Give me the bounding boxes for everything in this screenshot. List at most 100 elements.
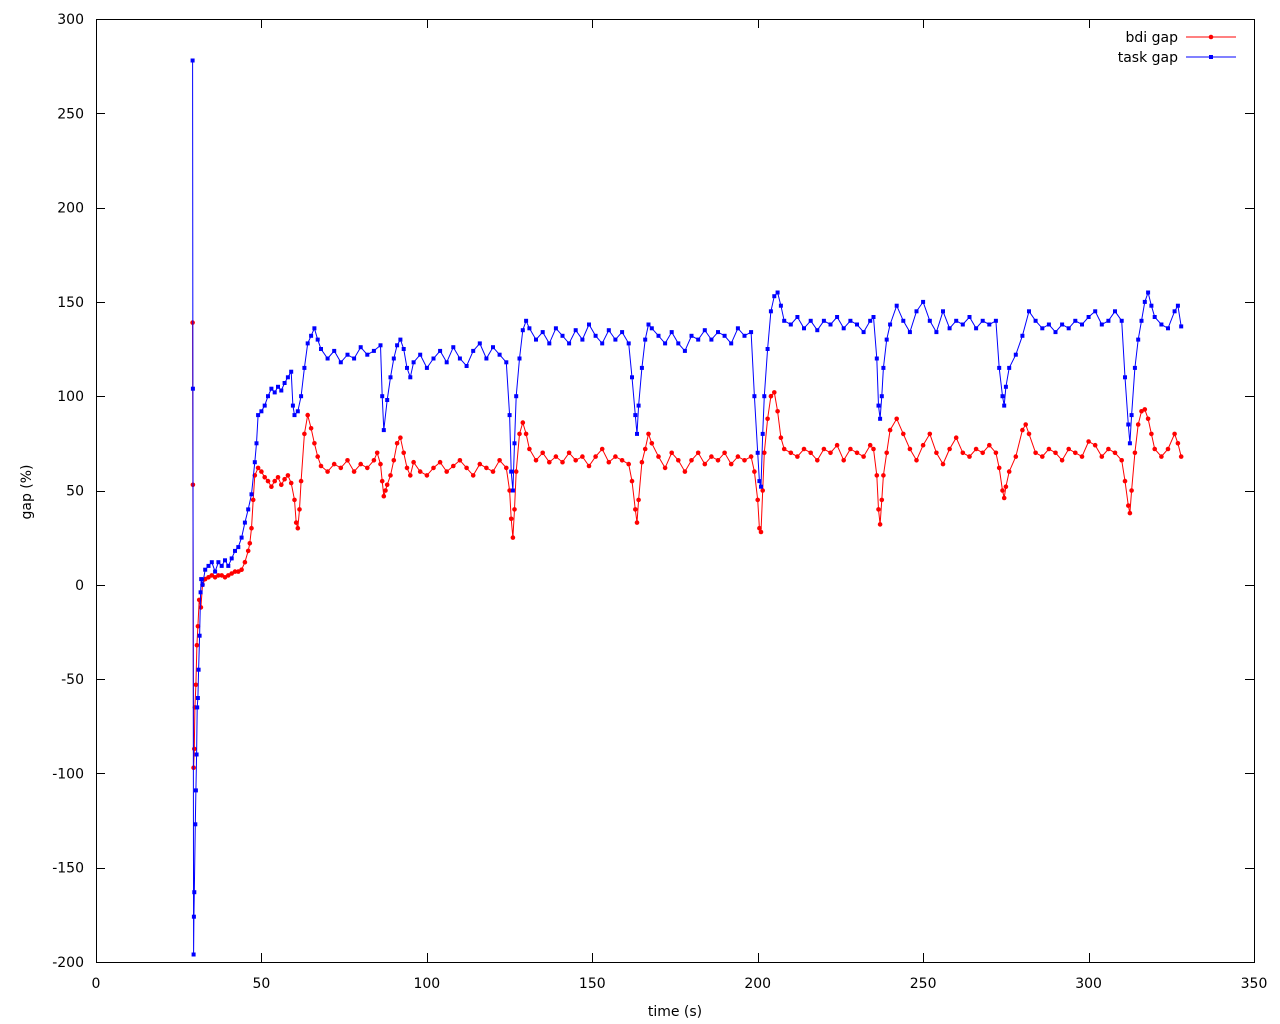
data-point: [507, 488, 512, 493]
data-point: [987, 442, 992, 448]
data-point: [219, 563, 224, 568]
data-point: [879, 497, 885, 503]
data-point: [1099, 454, 1105, 459]
data-point: [871, 315, 876, 319]
data-point: [404, 465, 410, 471]
data-point: [881, 473, 886, 478]
data-point: [1093, 309, 1098, 314]
data-point: [1127, 441, 1132, 446]
data-point: [424, 365, 429, 370]
data-point: [947, 446, 952, 452]
data-point: [196, 667, 201, 672]
data-point: [867, 442, 873, 448]
data-point: [338, 360, 343, 365]
data-point: [927, 318, 932, 323]
data-point: [371, 348, 376, 353]
data-point: [197, 633, 202, 638]
data-point: [722, 333, 727, 338]
data-point: [676, 341, 681, 346]
data-point: [636, 403, 641, 408]
data-point: [266, 394, 270, 399]
data-point: [702, 328, 707, 333]
data-point: [1119, 458, 1124, 463]
data-point: [758, 529, 764, 535]
data-point: [1099, 322, 1104, 327]
data-point: [484, 356, 489, 361]
data-point: [246, 507, 251, 512]
data-point: [191, 914, 196, 919]
data-point: [566, 450, 572, 456]
data-point: [540, 450, 545, 456]
data-point: [682, 469, 688, 474]
y-tick-label: 50: [66, 484, 84, 500]
data-point: [471, 348, 476, 353]
data-point: [997, 365, 1002, 370]
data-point: [861, 330, 866, 335]
data-point: [600, 341, 605, 346]
data-point: [649, 326, 654, 331]
data-point: [788, 322, 793, 327]
data-point: [715, 458, 721, 463]
data-point: [871, 446, 876, 452]
data-point: [547, 341, 552, 346]
data-point: [517, 356, 522, 361]
data-point: [374, 450, 380, 456]
legend-marker: [1209, 55, 1213, 59]
data-point: [742, 333, 747, 338]
data-point: [1152, 315, 1157, 319]
data-point: [249, 525, 254, 531]
data-point: [233, 548, 237, 553]
data-point: [279, 388, 284, 393]
data-point: [1132, 365, 1137, 370]
data-point: [630, 375, 634, 380]
data-point: [757, 525, 762, 531]
data-point: [914, 309, 919, 314]
data-point: [223, 558, 227, 563]
data-point: [249, 492, 254, 497]
data-point: [802, 326, 806, 331]
data-point: [907, 330, 912, 335]
data-point: [275, 475, 281, 480]
data-point: [285, 473, 291, 478]
data-point: [729, 341, 734, 346]
data-point: [507, 413, 512, 418]
data-point: [755, 450, 760, 455]
data-point: [477, 341, 482, 346]
data-point: [580, 454, 585, 459]
data-point: [398, 435, 403, 441]
data-point: [520, 328, 525, 333]
series-layer: [190, 58, 1184, 957]
data-point: [1003, 384, 1008, 389]
data-point: [512, 507, 517, 512]
data-point: [728, 461, 734, 467]
data-point: [444, 469, 450, 474]
data-point: [553, 454, 559, 459]
data-point: [894, 416, 899, 422]
data-point: [901, 431, 906, 437]
data-point: [512, 441, 517, 446]
data-point: [1066, 446, 1071, 452]
data-point: [1172, 309, 1177, 314]
data-point: [245, 548, 251, 554]
data-point: [940, 461, 946, 467]
data-point: [768, 393, 774, 399]
data-point: [669, 330, 674, 335]
y-tick-label: -100: [52, 766, 84, 782]
data-point: [229, 556, 234, 561]
data-point: [1092, 442, 1098, 448]
data-point: [861, 454, 866, 459]
data-point: [980, 318, 985, 323]
data-point: [318, 463, 324, 469]
data-point: [464, 465, 469, 471]
data-point: [1003, 484, 1009, 490]
data-point: [1129, 488, 1134, 493]
legend-label: bdi gap: [1126, 30, 1179, 46]
data-point: [216, 560, 221, 565]
data-point: [401, 450, 407, 456]
data-point: [431, 356, 436, 361]
tick-labels: 0 50 100 150 200 250 300 350 -200 -150 -100 -50 0 50 1…: [52, 12, 1267, 992]
data-point: [1046, 446, 1052, 452]
data-point: [254, 441, 259, 446]
data-point: [760, 488, 765, 493]
